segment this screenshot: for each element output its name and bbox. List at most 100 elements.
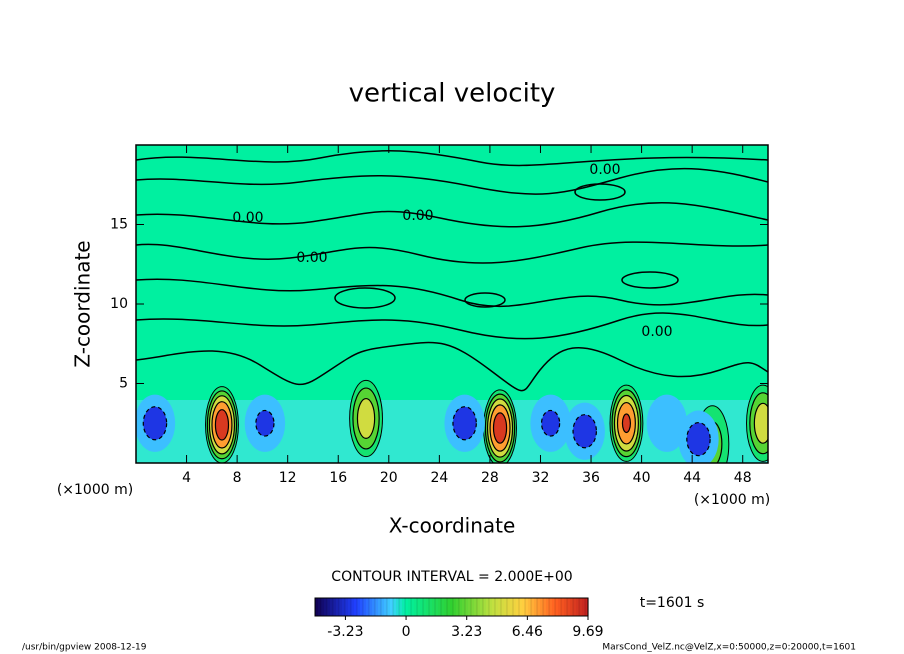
colorbar-cell xyxy=(314,597,319,617)
cell-level xyxy=(753,402,768,444)
contour-line xyxy=(334,287,396,309)
x-tick-label: 44 xyxy=(683,470,701,486)
footer-left: /usr/bin/gpview 2008-12-19 xyxy=(22,643,147,653)
contour-line xyxy=(136,150,768,167)
contour-label: 0.00 xyxy=(232,210,263,226)
contour-interval: CONTOUR INTERVAL = 2.000E+00 xyxy=(331,569,572,585)
colorbar-tick-label: 0 xyxy=(402,624,411,640)
cell-level xyxy=(452,406,477,441)
contour-label: 0.00 xyxy=(402,208,433,224)
cell-level xyxy=(255,409,275,437)
colorbar-cell xyxy=(398,597,403,617)
colorbar-cell xyxy=(428,597,433,617)
colorbar-cell xyxy=(318,598,322,616)
colorbar-tick-label: 3.23 xyxy=(451,624,482,640)
colorbar-cell xyxy=(324,598,328,616)
y-tick-label: 5 xyxy=(119,376,128,392)
colorbar-cell xyxy=(380,597,385,617)
colorbar-cell xyxy=(414,598,418,616)
x-tick-label: 48 xyxy=(734,470,752,486)
zero-contours xyxy=(136,150,768,392)
colorbar-cell xyxy=(426,598,430,616)
colorbar-cell xyxy=(336,598,340,616)
colorbar-cell xyxy=(456,598,460,616)
colorbar-cell xyxy=(470,597,475,617)
colorbar-cell xyxy=(570,598,574,616)
x-tick-label: 20 xyxy=(380,470,398,486)
colorbar-cell xyxy=(348,598,352,616)
colorbar-cell xyxy=(558,598,562,616)
colorbar-cell xyxy=(512,597,517,617)
colorbar-cell xyxy=(522,598,526,616)
colorbar-cell xyxy=(374,597,379,617)
chart-title: vertical velocity xyxy=(349,79,556,109)
contour-line xyxy=(136,201,768,228)
colorbar-cell xyxy=(572,597,577,617)
footer-right: MarsCond_VelZ.nc@VelZ,x=0:50000,z=0:2000… xyxy=(602,643,856,653)
y-axis-title: Z-coordinate xyxy=(71,240,95,367)
colorbar-cell xyxy=(326,597,331,617)
colorbar-cell xyxy=(354,598,358,616)
colorbar-cell xyxy=(554,597,559,617)
colorbar-cell xyxy=(432,598,436,616)
x-tick-label: 28 xyxy=(481,470,499,486)
colorbar-cell xyxy=(524,597,529,617)
y-tick-label: 10 xyxy=(110,296,128,312)
x-tick-label: 32 xyxy=(532,470,550,486)
colorbar-cell xyxy=(480,598,484,616)
colorbar-cell xyxy=(434,597,439,617)
time-label: t=1601 s xyxy=(640,595,705,611)
x-tick-label: 24 xyxy=(430,470,448,486)
contour-line xyxy=(464,292,506,308)
cell-level xyxy=(142,406,168,441)
colorbar-cell xyxy=(420,598,424,616)
cell-level xyxy=(621,413,632,434)
colorbar-cell xyxy=(576,598,580,616)
x-unit: (×1000 m) xyxy=(694,492,770,508)
colorbar-cell xyxy=(500,597,505,617)
colorbar-tick-label: -3.23 xyxy=(327,624,363,640)
colorbar-frame xyxy=(314,597,589,617)
x-tick-label: 16 xyxy=(329,470,347,486)
colorbar-cell xyxy=(386,597,391,617)
field xyxy=(136,379,768,463)
colorbar-cell xyxy=(536,597,541,617)
colorbar-cell xyxy=(384,598,388,616)
colorbar-cell xyxy=(402,598,406,616)
x-tick-label: 40 xyxy=(633,470,651,486)
colorbar-cell xyxy=(516,598,520,616)
colorbar-cell xyxy=(582,598,586,616)
cell-level xyxy=(214,409,230,441)
contour-label: 0.00 xyxy=(641,324,672,340)
colorbar-cell xyxy=(450,598,454,616)
colorbar-cell xyxy=(462,598,466,616)
contour-line xyxy=(136,241,768,264)
colorbar-cell xyxy=(476,597,481,617)
colorbar-cell xyxy=(320,597,325,617)
contour-line xyxy=(621,271,679,289)
cell-level xyxy=(492,412,508,444)
colorbar-cell xyxy=(486,598,490,616)
contour-line xyxy=(136,167,768,195)
colorbar-cell xyxy=(366,598,370,616)
colorbar-cell xyxy=(534,598,538,616)
colorbar-cell xyxy=(564,598,568,616)
contour-label: 0.00 xyxy=(296,250,327,266)
cell xyxy=(646,394,688,452)
colorbar-cell xyxy=(504,598,508,616)
contour-line xyxy=(136,341,768,392)
colorbar-cell xyxy=(356,597,361,617)
colorbar-cell xyxy=(506,597,511,617)
colorbar-cell xyxy=(410,597,415,617)
colorbar-cell xyxy=(492,598,496,616)
colorbar-cell xyxy=(468,598,472,616)
colorbar-cell xyxy=(362,597,367,617)
colorbar-cell xyxy=(474,598,478,616)
colorbar-cell xyxy=(494,597,499,617)
colorbar-cell xyxy=(378,598,382,616)
colorbar-cell xyxy=(330,598,334,616)
colorbar-cell xyxy=(464,597,469,617)
colorbar-cell xyxy=(372,598,376,616)
x-tick-label: 4 xyxy=(182,470,191,486)
colorbar-cell xyxy=(552,598,556,616)
